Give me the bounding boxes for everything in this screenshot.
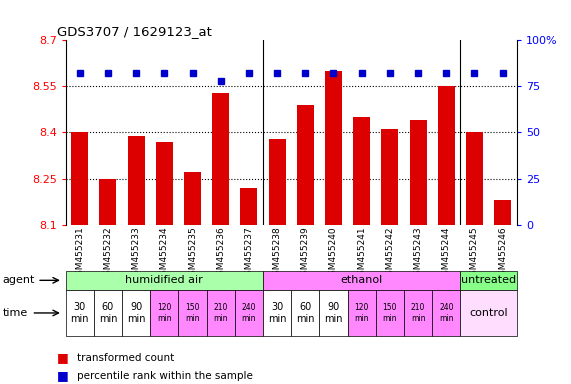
Text: 120
min: 120 min <box>355 303 369 323</box>
Bar <box>156 142 173 225</box>
Text: 240
min: 240 min <box>439 303 453 323</box>
Bar <box>71 132 89 225</box>
Text: control: control <box>469 308 508 318</box>
Bar <box>409 120 427 225</box>
Text: 30
min: 30 min <box>70 302 89 324</box>
Text: 150
min: 150 min <box>185 303 200 323</box>
Bar <box>466 132 483 225</box>
Text: 150
min: 150 min <box>383 303 397 323</box>
Text: 120
min: 120 min <box>157 303 172 323</box>
Text: ■: ■ <box>57 369 69 382</box>
Bar <box>240 188 258 225</box>
Bar <box>494 200 511 225</box>
Bar <box>438 86 455 225</box>
Text: 90
min: 90 min <box>324 302 343 324</box>
Text: GDS3707 / 1629123_at: GDS3707 / 1629123_at <box>57 25 211 38</box>
Bar <box>212 93 229 225</box>
Bar <box>325 71 342 225</box>
Bar <box>184 172 201 225</box>
Text: 90
min: 90 min <box>127 302 146 324</box>
Text: transformed count: transformed count <box>77 353 174 363</box>
Bar <box>269 139 286 225</box>
Text: 240
min: 240 min <box>242 303 256 323</box>
Bar <box>353 117 370 225</box>
Bar <box>297 105 314 225</box>
Text: time: time <box>3 308 28 318</box>
Bar <box>99 179 116 225</box>
Text: 210
min: 210 min <box>214 303 228 323</box>
Text: 30
min: 30 min <box>268 302 287 324</box>
Text: untreated: untreated <box>461 275 516 285</box>
Text: 210
min: 210 min <box>411 303 425 323</box>
Text: ethanol: ethanol <box>340 275 383 285</box>
Bar <box>381 129 399 225</box>
Text: percentile rank within the sample: percentile rank within the sample <box>77 371 253 381</box>
Text: humidified air: humidified air <box>126 275 203 285</box>
Text: agent: agent <box>3 275 35 285</box>
Text: ■: ■ <box>57 351 69 364</box>
Bar <box>128 136 144 225</box>
Text: 60
min: 60 min <box>296 302 315 324</box>
Text: 60
min: 60 min <box>99 302 117 324</box>
